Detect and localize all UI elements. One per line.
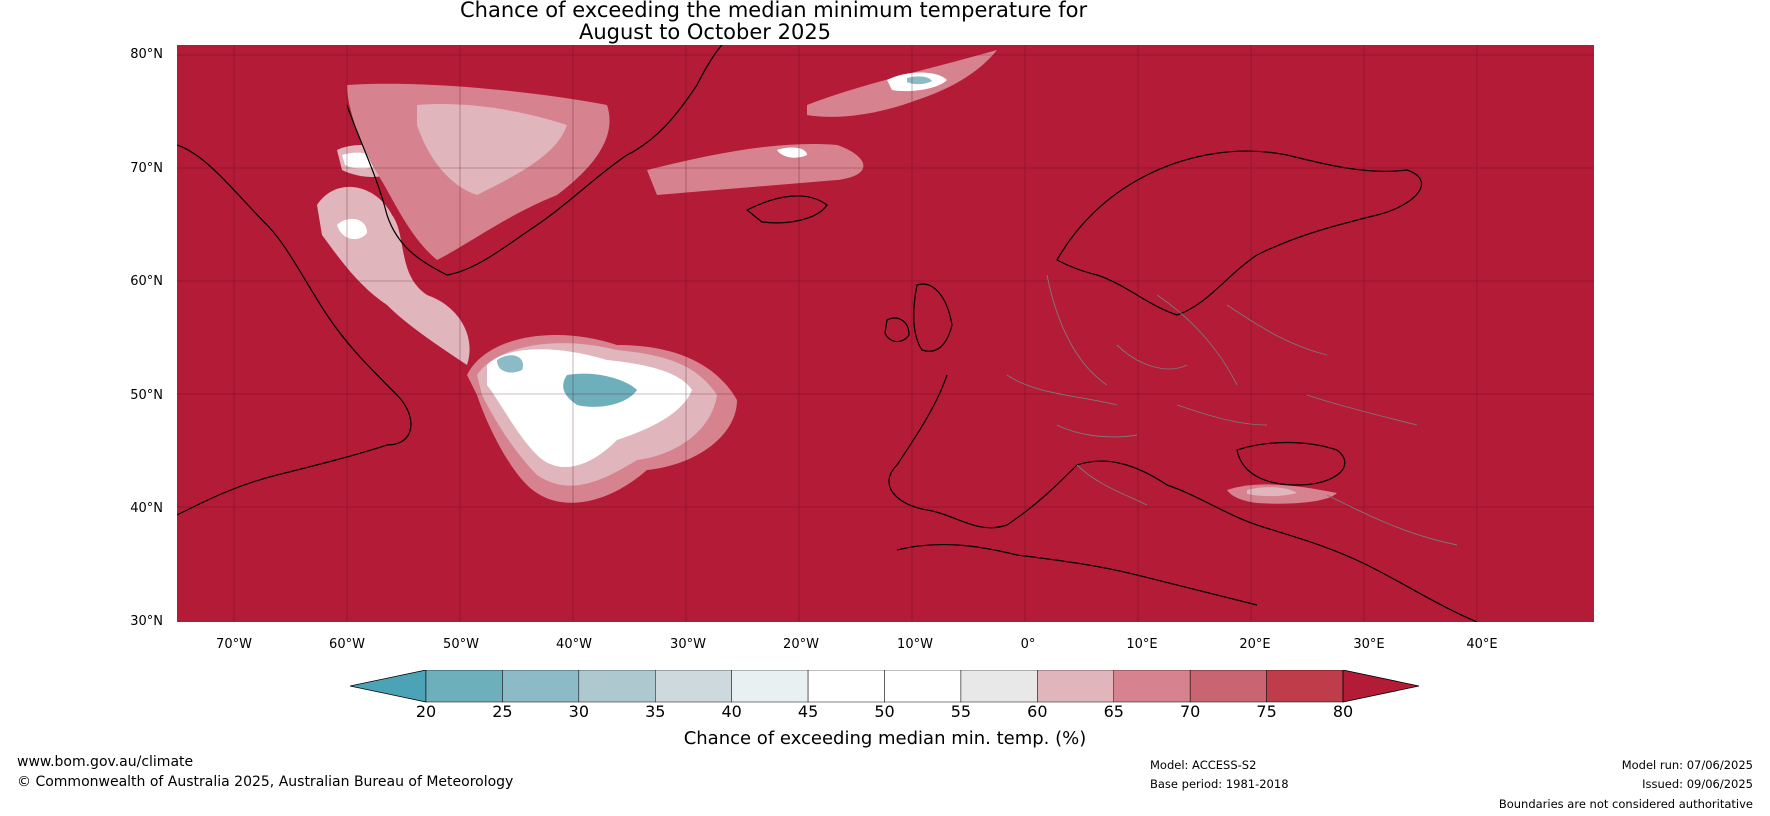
colorbar-segment xyxy=(960,670,1038,703)
svalbard-core xyxy=(907,76,932,85)
black-sea-coast xyxy=(1236,441,1346,486)
colorbar-segment xyxy=(1037,670,1114,703)
colorbar-segment xyxy=(1266,670,1344,703)
footer-model: Model: ACCESS-S2 xyxy=(1150,758,1257,772)
map-graticule xyxy=(177,45,1594,622)
colorbar-extend-low xyxy=(350,670,427,703)
colorbar-tick-label: 65 xyxy=(1103,702,1124,721)
lat-label-60n: 60°N xyxy=(130,274,163,289)
lon-label-10w: 10°W xyxy=(897,637,933,652)
lat-label-80n: 80°N xyxy=(130,47,163,62)
ireland-coast xyxy=(884,317,910,343)
colorbar-tick-label: 20 xyxy=(415,702,437,721)
footer-disclaimer: Boundaries are not considered authoritat… xyxy=(1498,797,1753,811)
lat-label-50n: 50°N xyxy=(130,388,163,403)
north-atlantic-cool-patch-core2 xyxy=(497,355,523,373)
lon-label-40w: 40°W xyxy=(556,637,592,652)
colorbar-tick-label: 60 xyxy=(1027,702,1048,721)
map-title-line-2: August to October 2025 xyxy=(578,20,832,44)
colorbar-segments xyxy=(350,670,1420,703)
north-atlantic-cool-patch-core xyxy=(563,373,637,407)
coastlines xyxy=(177,45,1478,622)
colorbar-segment xyxy=(502,670,580,703)
labrador-sea-white-a xyxy=(337,218,367,240)
colorbar-segment xyxy=(884,670,962,703)
map-canvas xyxy=(177,45,1594,622)
colorbar-segment xyxy=(731,670,809,703)
country-borders xyxy=(1006,274,1458,546)
scandinavia-coast xyxy=(1056,150,1422,316)
lat-label-70n: 70°N xyxy=(130,161,163,176)
colorbar-tick-label: 40 xyxy=(721,702,742,721)
north-africa-coast xyxy=(896,543,1258,606)
colorbar-tick-label: 55 xyxy=(950,702,972,721)
lon-label-30w: 30°W xyxy=(670,637,706,652)
colorbar xyxy=(350,670,1420,703)
footer-website: www.bom.gov.au/climate xyxy=(17,754,194,770)
lon-label-60w: 60°W xyxy=(329,637,365,652)
colorbar-tick-label: 75 xyxy=(1256,702,1277,721)
colorbar-label: Chance of exceeding median min. temp. (%… xyxy=(683,728,1087,749)
colorbar-segment xyxy=(425,670,503,703)
norwegian-sea-patch xyxy=(647,144,864,195)
colorbar-tick-label: 35 xyxy=(645,702,666,721)
lon-label-10e: 10°E xyxy=(1126,637,1158,652)
map-title-line-1: Chance of exceeding the median minimum t… xyxy=(460,0,1088,22)
probability-contours xyxy=(317,50,1337,504)
colorbar-segment xyxy=(807,670,885,703)
canada-coast xyxy=(177,144,412,516)
colorbar-tick-label: 45 xyxy=(797,702,819,721)
colorbar-segment xyxy=(578,670,656,703)
lon-label-40e: 40°E xyxy=(1466,637,1498,652)
lon-label-0: 0° xyxy=(1020,637,1036,652)
colorbar-extend-high xyxy=(1342,670,1420,703)
footer-base-period: Base period: 1981-2018 xyxy=(1150,777,1289,791)
footer-model-run: Model run: 07/06/2025 xyxy=(1621,758,1753,772)
greenland-interior-light xyxy=(417,104,567,195)
north-atlantic-cool-patch-inner xyxy=(487,349,692,467)
lat-label-40n: 40°N xyxy=(130,501,163,516)
lon-label-20e: 20°E xyxy=(1239,637,1271,652)
footer-issued: Issued: 09/06/2025 xyxy=(1642,777,1753,791)
greenland-coast xyxy=(346,45,723,276)
lon-label-50w: 50°W xyxy=(443,637,479,652)
lon-label-20w: 20°W xyxy=(783,637,819,652)
colorbar-segment xyxy=(655,670,732,703)
lon-label-30e: 30°E xyxy=(1353,637,1385,652)
footer-copyright: © Commonwealth of Australia 2025, Austra… xyxy=(17,774,514,790)
colorbar-tick-label: 80 xyxy=(1332,702,1354,721)
lon-label-70w: 70°W xyxy=(216,637,252,652)
colorbar-tick-label: 25 xyxy=(492,702,513,721)
europe-coast xyxy=(888,374,1478,622)
iceland-coast xyxy=(745,195,828,224)
norwegian-sea-white xyxy=(777,147,807,158)
forecast-map xyxy=(177,45,1594,622)
lat-label-30n: 30°N xyxy=(130,614,163,629)
colorbar-tick-label: 70 xyxy=(1179,702,1201,721)
colorbar-segment xyxy=(1113,670,1191,703)
colorbar-tick-label: 50 xyxy=(874,702,895,721)
colorbar-tick-label: 30 xyxy=(568,702,589,721)
colorbar-segment xyxy=(1189,670,1267,703)
black-sea-east-light xyxy=(1247,487,1297,497)
uk-coast xyxy=(913,283,953,352)
